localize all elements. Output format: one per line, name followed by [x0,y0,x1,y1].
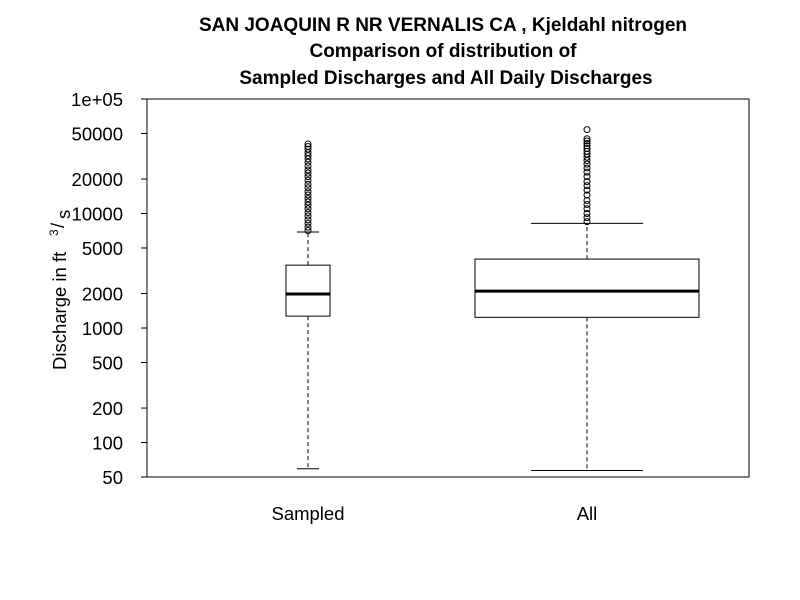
y-tick-label: 200 [92,398,123,419]
outlier-point [304,191,312,199]
iqr-box [285,264,331,317]
iqr-box [474,258,700,318]
outlier-point [583,135,591,143]
outlier-point [304,201,312,209]
outlier-point [583,168,591,176]
box-all [474,126,700,471]
outlier-point [304,162,312,170]
y-tick-label: 2000 [82,284,123,305]
outlier-point [304,219,312,227]
chart-title-line-1: SAN JOAQUIN R NR VERNALIS CA , Kjeldahl … [199,15,687,36]
box-sampled [285,140,331,470]
y-axis-label: Discharge in ft 3 / s [47,210,74,370]
outlier-point [304,176,312,184]
outlier-point [304,158,312,166]
y-axis-label-superscript: 3 [47,229,61,236]
plot-frame [146,98,750,478]
outlier-point [583,210,591,218]
chart-title-line-3: Sampled Discharges and All Daily Dischar… [239,68,652,89]
outlier-point [583,186,591,194]
outlier-point [583,191,591,199]
outlier-point [583,218,591,226]
x-tick-label: All [577,503,598,524]
outlier-point [304,180,312,188]
outlier-point [583,164,591,172]
outlier-point [304,209,312,217]
y-axis: 50 100 200 500 1000 2000 5000 10000 20000 50000 1e… [71,89,147,488]
outlier-point [304,142,312,150]
outlier-point [304,145,312,153]
outlier-point [583,139,591,147]
outlier-point [583,137,591,145]
y-axis-label-unit: s [53,210,74,219]
outlier-point [304,198,312,206]
x-tick-label: Sampled [271,503,344,524]
outlier-point [304,227,312,235]
y-tick-label: 50000 [72,123,123,144]
boxes-layer [285,126,700,471]
outlier-point [304,216,312,224]
outlier-point [304,173,312,181]
outlier-point [583,144,591,152]
outlier-point [304,169,312,177]
y-tick-label: 20000 [72,169,123,190]
outlier-point [583,142,591,150]
outlier-point [583,160,591,168]
outlier-point [583,200,591,208]
y-tick-label: 10000 [72,204,123,225]
y-tick-label: 500 [92,352,123,373]
y-axis-label-slash: / [47,222,68,228]
outlier-point [583,173,591,181]
outlier-point [583,205,591,213]
y-tick-label: 1000 [82,318,123,339]
outlier-point [583,214,591,222]
chart-title-line-2: Comparison of distribution of [309,41,577,62]
outlier-point [304,205,312,213]
outlier-point [583,182,591,190]
y-tick-label: 1e+05 [71,89,123,110]
outlier-point [583,196,591,204]
y-axis-label-main: Discharge in ft [49,252,70,370]
outlier-point [583,126,591,134]
outlier-point [304,184,312,192]
outlier-point [304,212,312,220]
outlier-point [583,147,591,155]
outlier-point [304,195,312,203]
y-tick-label: 50 [102,467,123,488]
outlier-point [304,223,312,231]
y-tick-label: 100 [92,433,123,454]
outlier-point [304,166,312,174]
x-axis-labels: Sampled All [271,503,597,524]
outlier-point [583,178,591,186]
outlier-point [304,140,312,148]
y-tick-label: 5000 [82,238,123,259]
outlier-point [304,152,312,160]
outlier-point [304,188,312,196]
